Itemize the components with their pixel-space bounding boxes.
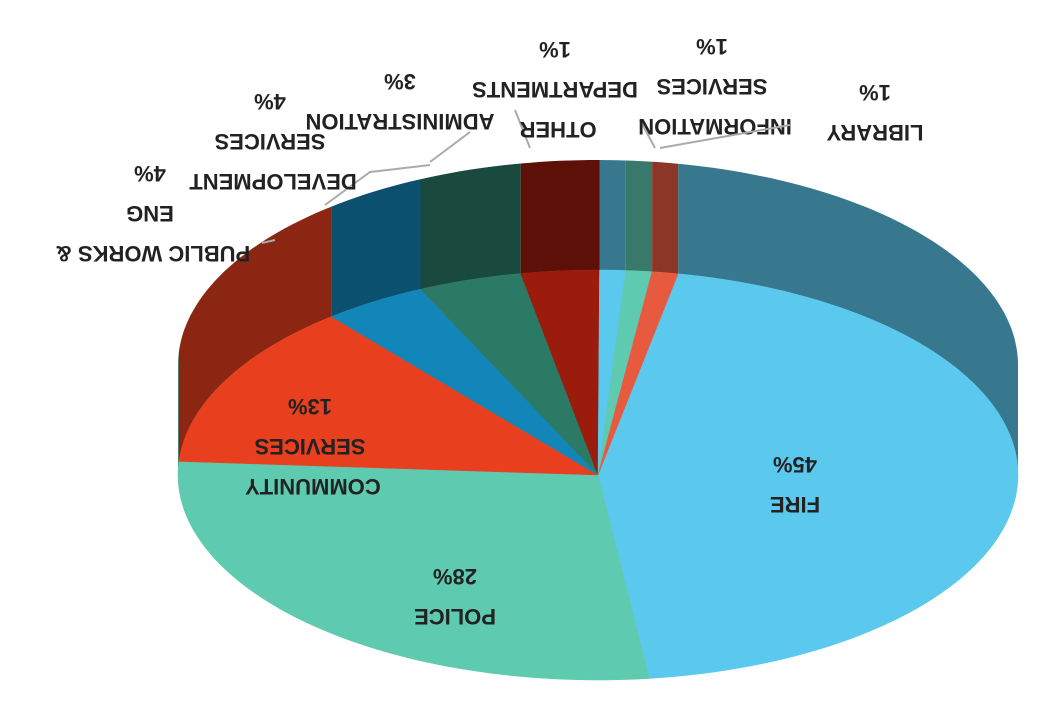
value-label: 4%: [254, 89, 286, 114]
slice-side: [652, 161, 679, 274]
slice-side: [599, 160, 626, 271]
slice: [177, 461, 650, 681]
category-label: Information Services: [632, 74, 792, 139]
slice-side: [420, 163, 521, 290]
value-label: 1%: [539, 37, 571, 62]
category-label: Administration: [305, 109, 494, 134]
category-label: Police: [414, 604, 496, 629]
data-label: Public Works & Eng 4%: [50, 161, 250, 266]
value-label: 3%: [384, 69, 416, 94]
slice: [520, 269, 600, 476]
slice: [420, 273, 599, 476]
category-label: Community Services: [239, 434, 380, 499]
slice-side: [678, 163, 1018, 476]
leader-line: [659, 124, 791, 149]
leader-line: [261, 239, 276, 244]
slice: [597, 271, 679, 476]
value-label: 13%: [288, 394, 332, 419]
data-label: Police 28%: [414, 564, 496, 629]
slice-side: [331, 179, 421, 317]
slice-side: [178, 351, 179, 475]
data-label: Other Departments 1%: [472, 37, 638, 142]
slice-side: [625, 160, 653, 272]
data-label: Library 1%: [826, 80, 923, 145]
slice: [178, 316, 599, 476]
category-label: Library: [826, 120, 923, 145]
data-label: Fire 45%: [770, 452, 820, 517]
data-label: Community Services 13%: [239, 394, 380, 499]
leader-line: [429, 131, 471, 163]
data-label: Administration 3%: [305, 69, 494, 134]
category-label: Public Works & Eng: [50, 201, 250, 266]
leader-line: [514, 109, 531, 149]
value-label: 4%: [134, 161, 166, 186]
leader-line: [324, 164, 431, 206]
data-label: Development Services 4%: [183, 89, 357, 194]
slice-side: [520, 160, 600, 274]
slice: [330, 288, 599, 476]
value-label: 28%: [433, 564, 477, 589]
slice: [597, 273, 1019, 679]
value-label: 1%: [859, 80, 891, 105]
category-label: Development Services: [183, 129, 357, 194]
data-label: Information Services 1%: [632, 34, 792, 139]
leader-line: [639, 119, 656, 149]
category-label: Other Departments: [472, 77, 638, 142]
slice-side: [178, 206, 332, 462]
value-label: 1%: [696, 34, 728, 59]
value-label: 45%: [773, 452, 817, 477]
category-label: Fire: [770, 492, 820, 517]
